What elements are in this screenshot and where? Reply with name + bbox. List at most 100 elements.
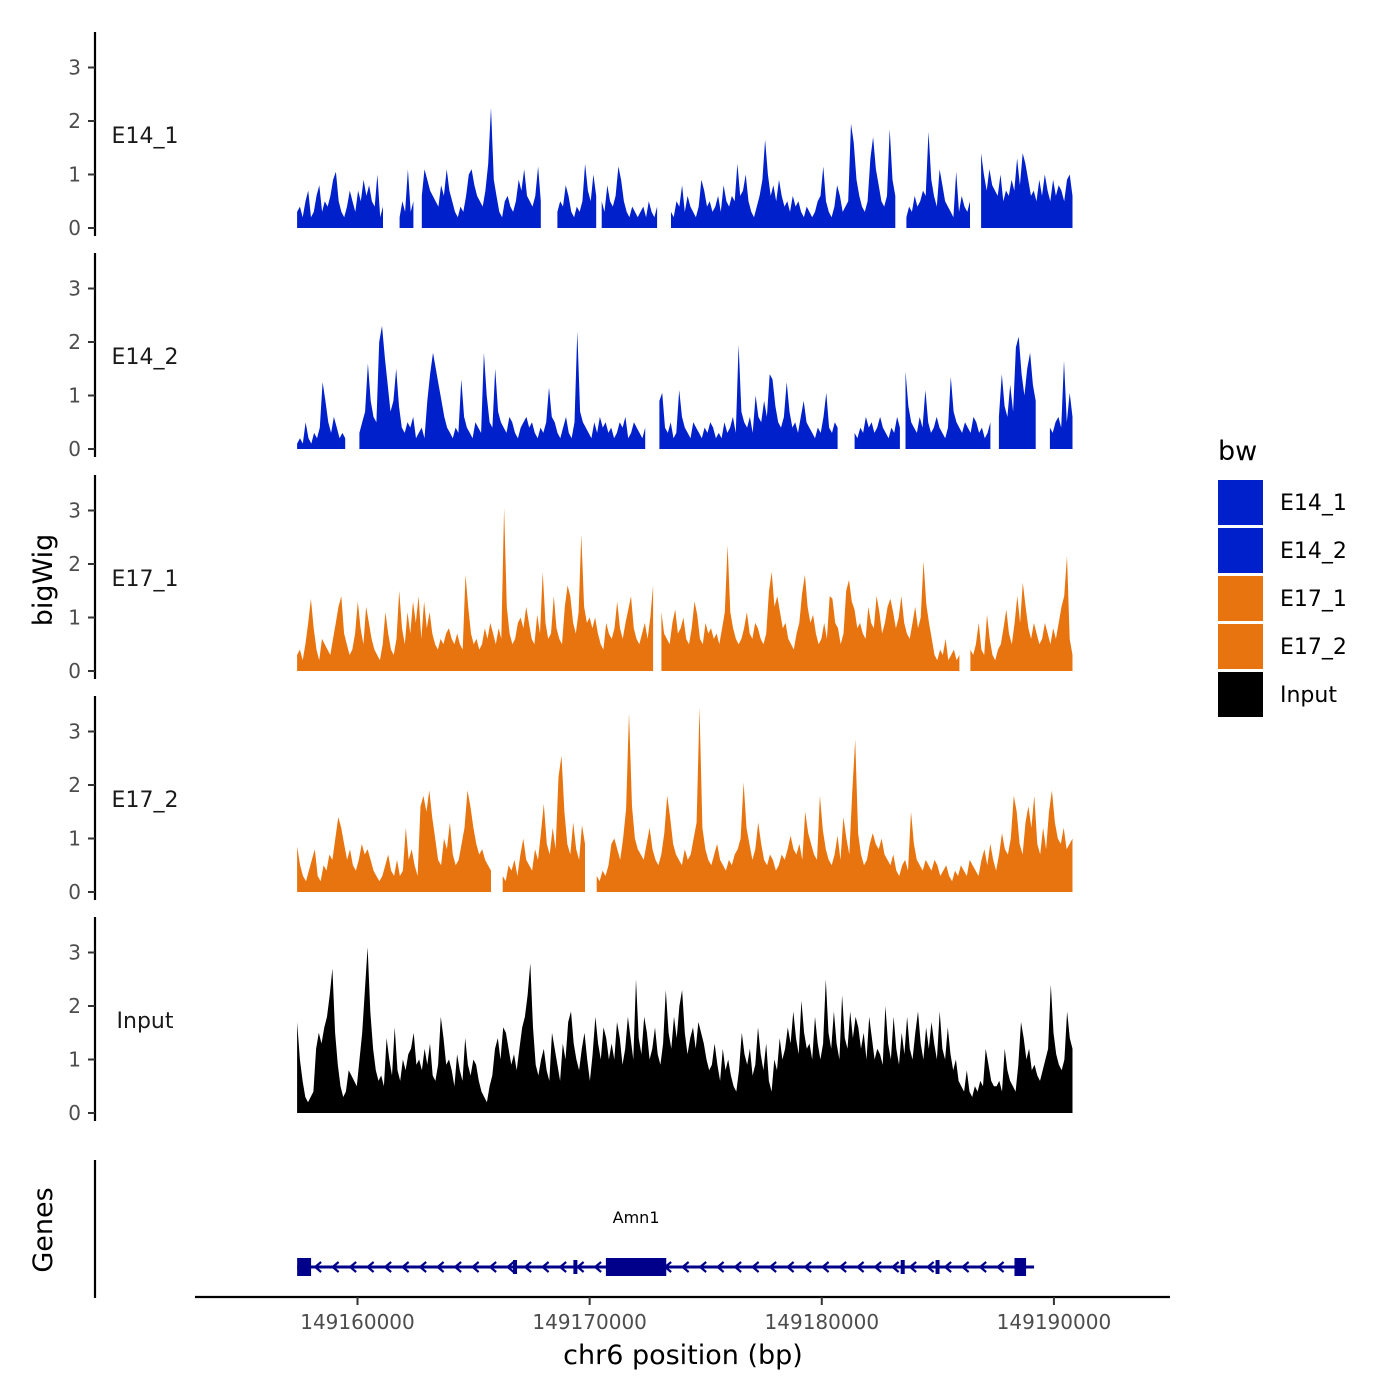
strand-arrow (768, 1261, 777, 1273)
strand-arrow (575, 1261, 585, 1273)
track-e17-2: 0 1 2 3 E17_2 (68, 696, 1073, 904)
strand-arrow (330, 1261, 340, 1273)
coverage-area (601, 166, 658, 228)
legend-label: E14_1 (1280, 491, 1347, 516)
track-label: E14_1 (112, 124, 179, 149)
strand-arrow (383, 1261, 392, 1273)
strand-arrow (470, 1261, 480, 1273)
strand-arrow (943, 1261, 952, 1273)
coverage-area (297, 171, 383, 228)
coverage-area (399, 169, 414, 228)
y-tick-label: 2 (68, 330, 81, 354)
track-e17-1: 0 1 2 3 E17_1 (68, 475, 1073, 683)
legend-label: E14_2 (1280, 539, 1347, 564)
strand-arrow (785, 1261, 795, 1273)
strand-arrow (488, 1261, 497, 1273)
strand-arrow (838, 1261, 847, 1273)
strand-arrow (890, 1261, 900, 1273)
coverage-area (659, 344, 838, 449)
y-tick-label: 0 (68, 216, 81, 240)
y-tick-label: 2 (68, 994, 81, 1018)
track-label: E17_1 (112, 567, 179, 592)
y-tick-label: 1 (68, 384, 81, 408)
strand-arrow (365, 1261, 375, 1273)
strand-arrow (453, 1261, 462, 1273)
legend-label: E17_1 (1280, 587, 1347, 612)
coverage-area (854, 416, 900, 449)
gene-exon (900, 1260, 905, 1274)
gene-exon (297, 1258, 312, 1276)
coverage-area (905, 371, 991, 449)
strand-arrow (715, 1261, 725, 1273)
x-axis-title: chr6 position (bp) (563, 1340, 803, 1371)
strand-arrow (593, 1261, 602, 1273)
legend-label: Input (1280, 683, 1337, 708)
coverage-area (297, 947, 1073, 1113)
y-tick-label: 1 (68, 163, 81, 187)
coverage-tracks: 0 1 2 3 E14_1 0 1 2 3 E14_2 0 1 2 3 E17_1 0 1 2 3 E17_2 0 1 2 3… (68, 32, 1073, 1125)
y-axis-title: bigWig (28, 534, 59, 627)
strand-arrow (505, 1261, 515, 1273)
coverage-area (981, 153, 1073, 228)
gene-exon (573, 1260, 578, 1274)
strand-arrow (523, 1261, 532, 1273)
strand-arrow (820, 1261, 830, 1273)
y-tick-label: 1 (68, 606, 81, 630)
legend-swatch (1218, 576, 1263, 621)
gene-track-title: Genes (28, 1187, 59, 1272)
coverage-area (297, 507, 654, 671)
x-tick-label: 149170000 (532, 1310, 647, 1334)
legend: E14_1 E14_2 E17_1 E17_2 Input (1218, 480, 1347, 717)
legend-swatch (1218, 624, 1263, 669)
coverage-area (671, 123, 896, 228)
legend-swatch (1218, 672, 1263, 717)
strand-arrow (435, 1261, 445, 1273)
y-tick-label: 2 (68, 773, 81, 797)
y-tick-label: 3 (68, 499, 81, 523)
gene-name-label: Amn1 (613, 1208, 660, 1227)
strand-arrow (873, 1261, 882, 1273)
legend-title: bw (1218, 436, 1257, 467)
legend-swatch (1218, 528, 1263, 573)
strand-arrow (348, 1261, 357, 1273)
strand-arrow (400, 1261, 410, 1273)
strand-arrow (558, 1261, 567, 1273)
gene-exon (605, 1258, 667, 1276)
track-label: Input (117, 1009, 174, 1034)
coverage-area (297, 790, 491, 892)
coverage-area (998, 336, 1036, 449)
y-tick-label: 0 (68, 659, 81, 683)
x-tick-label: 149160000 (300, 1310, 415, 1334)
y-tick-label: 3 (68, 941, 81, 965)
y-tick-label: 2 (68, 109, 81, 133)
coverage-area (557, 163, 597, 228)
y-tick-label: 2 (68, 552, 81, 576)
strand-arrow (960, 1261, 970, 1273)
strand-arrow (313, 1261, 322, 1273)
strand-arrow (803, 1261, 812, 1273)
strand-arrow (680, 1261, 690, 1273)
strand-arrow (995, 1261, 1005, 1273)
y-tick-label: 0 (68, 1101, 81, 1125)
y-tick-label: 3 (68, 720, 81, 744)
strand-arrow (925, 1261, 935, 1273)
strand-arrow (418, 1261, 427, 1273)
coverage-area (970, 556, 1073, 671)
legend-label: E17_2 (1280, 635, 1347, 660)
track-input: 0 1 2 3 Input (68, 917, 1073, 1125)
coverage-area (502, 755, 585, 892)
track-label: E17_2 (112, 788, 179, 813)
x-tick-label: 149190000 (997, 1310, 1112, 1334)
track-label: E14_2 (112, 345, 179, 370)
y-tick-label: 1 (68, 1048, 81, 1072)
gene-exon (1014, 1258, 1027, 1276)
strand-arrow (908, 1261, 917, 1273)
legend-swatch (1218, 480, 1263, 525)
y-tick-label: 3 (68, 277, 81, 301)
coverage-area (906, 131, 970, 228)
y-tick-label: 0 (68, 437, 81, 461)
strand-arrow (750, 1261, 760, 1273)
coverage-area (359, 325, 646, 449)
coverage-area (596, 707, 1073, 892)
